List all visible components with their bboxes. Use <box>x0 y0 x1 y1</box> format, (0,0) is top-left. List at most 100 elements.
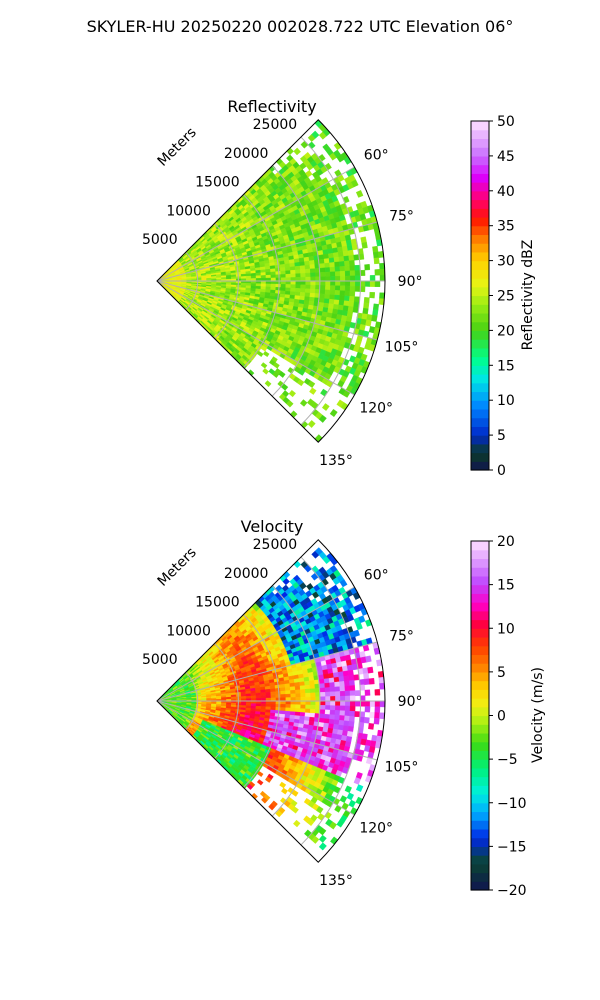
field-cell <box>324 687 331 693</box>
field-cell <box>343 675 350 682</box>
field-cell <box>293 147 301 156</box>
field-cell <box>329 691 336 697</box>
field-cell <box>339 261 346 267</box>
field-cell <box>344 705 351 712</box>
field-cell <box>310 272 316 278</box>
colorbar-segment <box>471 365 489 375</box>
field-cell <box>319 293 326 299</box>
colorbar-segment <box>471 147 489 157</box>
azimuth-tick-label: 75° <box>389 209 414 225</box>
field-cell <box>289 410 298 418</box>
field-cell <box>262 350 270 358</box>
field-cell <box>245 273 252 277</box>
field-cell <box>348 680 355 687</box>
field-cell <box>290 697 297 702</box>
field-cell <box>349 265 356 272</box>
field-cell <box>354 264 361 271</box>
field-cell <box>349 270 356 277</box>
field-cell <box>265 706 272 711</box>
field-cell <box>279 687 286 692</box>
field-cell <box>304 264 311 270</box>
field-cell <box>260 692 267 696</box>
field-cell <box>340 695 346 702</box>
field-cell <box>270 271 277 276</box>
field-cell <box>344 715 350 722</box>
field-cell <box>255 272 262 277</box>
field-cell <box>255 695 262 699</box>
field-cell <box>329 289 336 296</box>
field-cell <box>340 275 346 282</box>
field-cell <box>371 314 378 322</box>
field-cell <box>345 275 351 282</box>
field-cell <box>245 695 252 699</box>
field-cell <box>354 275 361 282</box>
field-cell <box>347 249 354 257</box>
field-cell <box>270 703 277 708</box>
field-cell <box>289 266 296 271</box>
field-cell <box>337 251 344 258</box>
field-cell <box>364 280 371 287</box>
field-cell <box>275 687 281 692</box>
field-cell <box>330 276 336 282</box>
field-cell <box>264 380 272 388</box>
field-cell <box>352 306 359 314</box>
field-cell <box>348 295 355 302</box>
field-cell <box>221 697 227 700</box>
field-cell <box>285 697 291 702</box>
field-cell <box>348 799 356 808</box>
field-cell <box>278 371 286 378</box>
field-cell <box>255 283 262 287</box>
field-cell <box>323 718 330 724</box>
field-cell <box>324 293 331 300</box>
field-cell <box>335 275 341 282</box>
colorbar-segment <box>471 164 489 174</box>
reflectivity-title: Reflectivity <box>227 97 316 116</box>
field-cell <box>353 301 360 308</box>
field-cell <box>295 700 301 706</box>
field-cell <box>364 706 371 713</box>
field-cell <box>293 819 301 828</box>
field-cell <box>319 289 326 295</box>
field-cell <box>255 275 262 279</box>
field-cell <box>289 686 296 691</box>
field-cell <box>349 700 356 707</box>
field-cell <box>355 190 364 198</box>
field-cell <box>320 705 326 711</box>
field-cell <box>305 692 311 698</box>
field-cell <box>319 263 326 269</box>
field-cell <box>330 700 336 706</box>
field-cell <box>310 280 316 286</box>
field-cell <box>300 284 306 290</box>
field-cell <box>275 271 281 276</box>
field-cell <box>310 696 316 702</box>
colorbar-segment <box>471 234 489 244</box>
radial-tick-label: 25000 <box>253 117 298 133</box>
velocity-title: Velocity <box>241 517 304 536</box>
field-cell <box>260 695 267 699</box>
field-cell <box>280 283 287 288</box>
field-cell <box>334 266 341 272</box>
field-cell <box>354 270 361 277</box>
colorbar-segment <box>471 121 489 131</box>
field-cell <box>344 710 351 717</box>
field-cell <box>320 691 326 697</box>
colorbar-segment <box>471 391 489 401</box>
field-cell <box>310 284 316 290</box>
azimuth-tick-label: 60° <box>364 148 389 164</box>
field-cell <box>285 277 291 282</box>
field-cell <box>300 140 309 149</box>
field-cell <box>362 307 369 315</box>
field-cell <box>344 680 350 687</box>
field-cell <box>290 284 296 289</box>
field-cell <box>355 784 364 792</box>
field-cell <box>338 719 345 726</box>
field-cell <box>295 284 301 289</box>
field-cell <box>353 674 360 681</box>
field-cell <box>320 271 326 277</box>
field-cell <box>354 700 361 707</box>
field-cell <box>300 280 306 286</box>
colorbar-segment <box>471 312 489 323</box>
field-cell <box>346 792 355 801</box>
field-cell <box>351 243 358 251</box>
